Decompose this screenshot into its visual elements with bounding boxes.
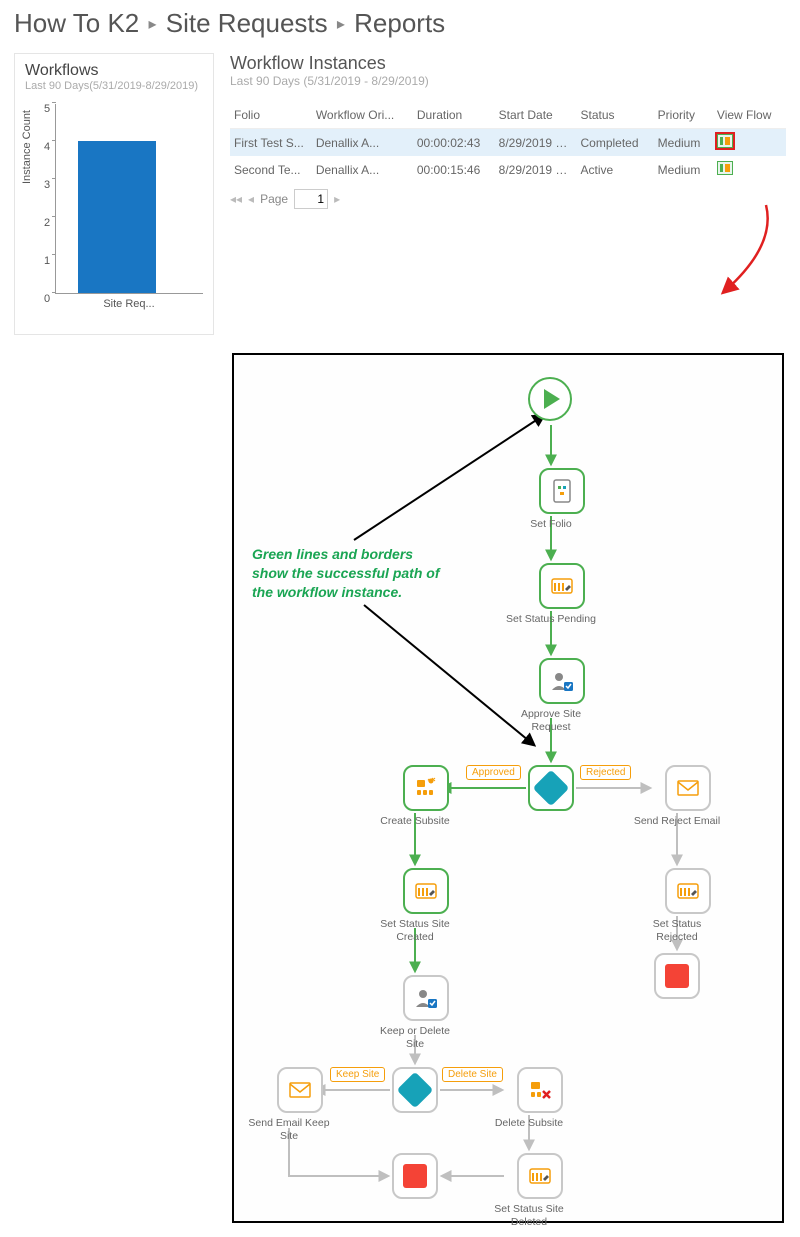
crumb-2[interactable]: Site Requests (166, 8, 328, 38)
column-header[interactable]: Start Date (495, 102, 577, 129)
cell: Completed (576, 129, 653, 157)
node-label: Keep or Delete Site (370, 1025, 460, 1050)
pager: ◂◂ ◂ Page ▸ (230, 189, 786, 209)
view-flow-icon[interactable] (717, 161, 733, 175)
node-label: Send Email Keep Site (244, 1117, 334, 1142)
chevron-right-icon: ▸ (337, 16, 345, 33)
cell: Denallix A... (312, 129, 413, 157)
flow-node-set_folio[interactable]: Set Folio (528, 468, 596, 531)
flow-node-decision2[interactable] (392, 1067, 438, 1113)
cell: Medium (654, 129, 713, 157)
y-tick: 1 (44, 255, 50, 267)
flow-node-set_rejected[interactable]: Set Status Rejected (654, 868, 722, 943)
node-label: Delete Subsite (484, 1117, 574, 1130)
column-header[interactable]: Priority (654, 102, 713, 129)
cell: 00:00:15:46 (413, 156, 495, 183)
flow-node-decision1[interactable] (528, 765, 574, 811)
cell: 8/29/2019 10:42:48 AM (495, 156, 577, 183)
node-label: Set Status Rejected (632, 918, 722, 943)
edge-label: Rejected (580, 765, 631, 780)
cell: First Test S... (230, 129, 312, 157)
prev-page-icon[interactable]: ◂ (248, 192, 254, 206)
flow-node-stop_final[interactable] (392, 1153, 438, 1199)
column-header[interactable]: Folio (230, 102, 312, 129)
node-label: Approve Site Request (506, 708, 596, 733)
page-label: Page (260, 192, 288, 206)
workflows-panel: Workflows Last 90 Days(5/31/2019-8/29/20… (14, 53, 214, 335)
y-axis-label: Instance Count (21, 110, 33, 184)
column-header[interactable]: View Flow (713, 102, 786, 129)
y-tick: 0 (44, 293, 50, 305)
column-header[interactable]: Duration (413, 102, 495, 129)
node-label: Set Folio (506, 518, 596, 531)
node-label: Send Reject Email (632, 815, 722, 828)
edge-label: Delete Site (442, 1067, 503, 1082)
next-page-icon[interactable]: ▸ (334, 192, 340, 206)
edge-label: Keep Site (330, 1067, 385, 1082)
node-label: Set Status Site Created (370, 918, 460, 943)
cell: Denallix A... (312, 156, 413, 183)
flow-node-send_reject[interactable]: Send Reject Email (654, 765, 722, 828)
flow-node-set_pending[interactable]: Set Status Pending (528, 563, 596, 626)
crumb-3[interactable]: Reports (354, 8, 445, 38)
x-axis-label: Site Req... (55, 298, 203, 310)
cell: 8/29/2019 10:42:28 AM (495, 129, 577, 157)
node-label: Set Status Pending (506, 613, 596, 626)
y-tick: 5 (44, 103, 50, 115)
crumb-1[interactable]: How To K2 (14, 8, 139, 38)
node-label: Set Status Site Deleted (484, 1203, 574, 1228)
breadcrumb: How To K2 ▸ Site Requests ▸ Reports (0, 0, 800, 53)
node-label: Create Subsite (370, 815, 460, 828)
panel-title: Workflows (25, 62, 203, 80)
y-tick: 3 (44, 179, 50, 191)
panel-subtitle: Last 90 Days(5/31/2019-8/29/2019) (25, 80, 203, 92)
panel-title: Workflow Instances (230, 53, 786, 74)
flow-node-delete_subsite[interactable]: Delete Subsite (506, 1067, 574, 1130)
table-row[interactable]: First Test S...Denallix A...00:00:02:438… (230, 129, 786, 157)
cell: Second Te... (230, 156, 312, 183)
cell: 00:00:02:43 (413, 129, 495, 157)
page-input[interactable] (294, 189, 328, 209)
column-header[interactable]: Status (576, 102, 653, 129)
panel-subtitle: Last 90 Days (5/31/2019 - 8/29/2019) (230, 74, 786, 88)
flow-node-send_keep[interactable]: Send Email Keep Site (266, 1067, 334, 1142)
flow-node-approve[interactable]: Approve Site Request (528, 658, 596, 733)
column-header[interactable]: Workflow Ori... (312, 102, 413, 129)
bar[interactable] (78, 141, 156, 293)
flow-node-set_deleted[interactable]: Set Status Site Deleted (506, 1153, 574, 1228)
table-row[interactable]: Second Te...Denallix A...00:00:15:468/29… (230, 156, 786, 183)
first-page-icon[interactable]: ◂◂ (230, 192, 242, 206)
workflow-diagram: Green lines and borders show the success… (232, 353, 784, 1223)
instances-table: FolioWorkflow Ori...DurationStart DateSt… (230, 102, 786, 183)
instances-panel: Workflow Instances Last 90 Days (5/31/20… (230, 53, 786, 335)
y-tick: 2 (44, 217, 50, 229)
flow-node-create_subsite[interactable]: Create Subsite (392, 765, 460, 828)
annotation-text: Green lines and borders show the success… (252, 545, 452, 602)
bar-chart: Instance Count 012345 Site Req... (43, 104, 203, 324)
cell: Medium (654, 156, 713, 183)
flow-node-stop_rejected[interactable] (654, 953, 700, 999)
view-flow-icon[interactable] (717, 134, 733, 148)
flow-node-start[interactable] (528, 377, 572, 421)
y-tick: 4 (44, 141, 50, 153)
cell: Active (576, 156, 653, 183)
flow-node-set_created[interactable]: Set Status Site Created (392, 868, 460, 943)
chevron-right-icon: ▸ (149, 16, 157, 33)
edge-label: Approved (466, 765, 521, 780)
flow-node-keep_or_delete[interactable]: Keep or Delete Site (392, 975, 460, 1050)
